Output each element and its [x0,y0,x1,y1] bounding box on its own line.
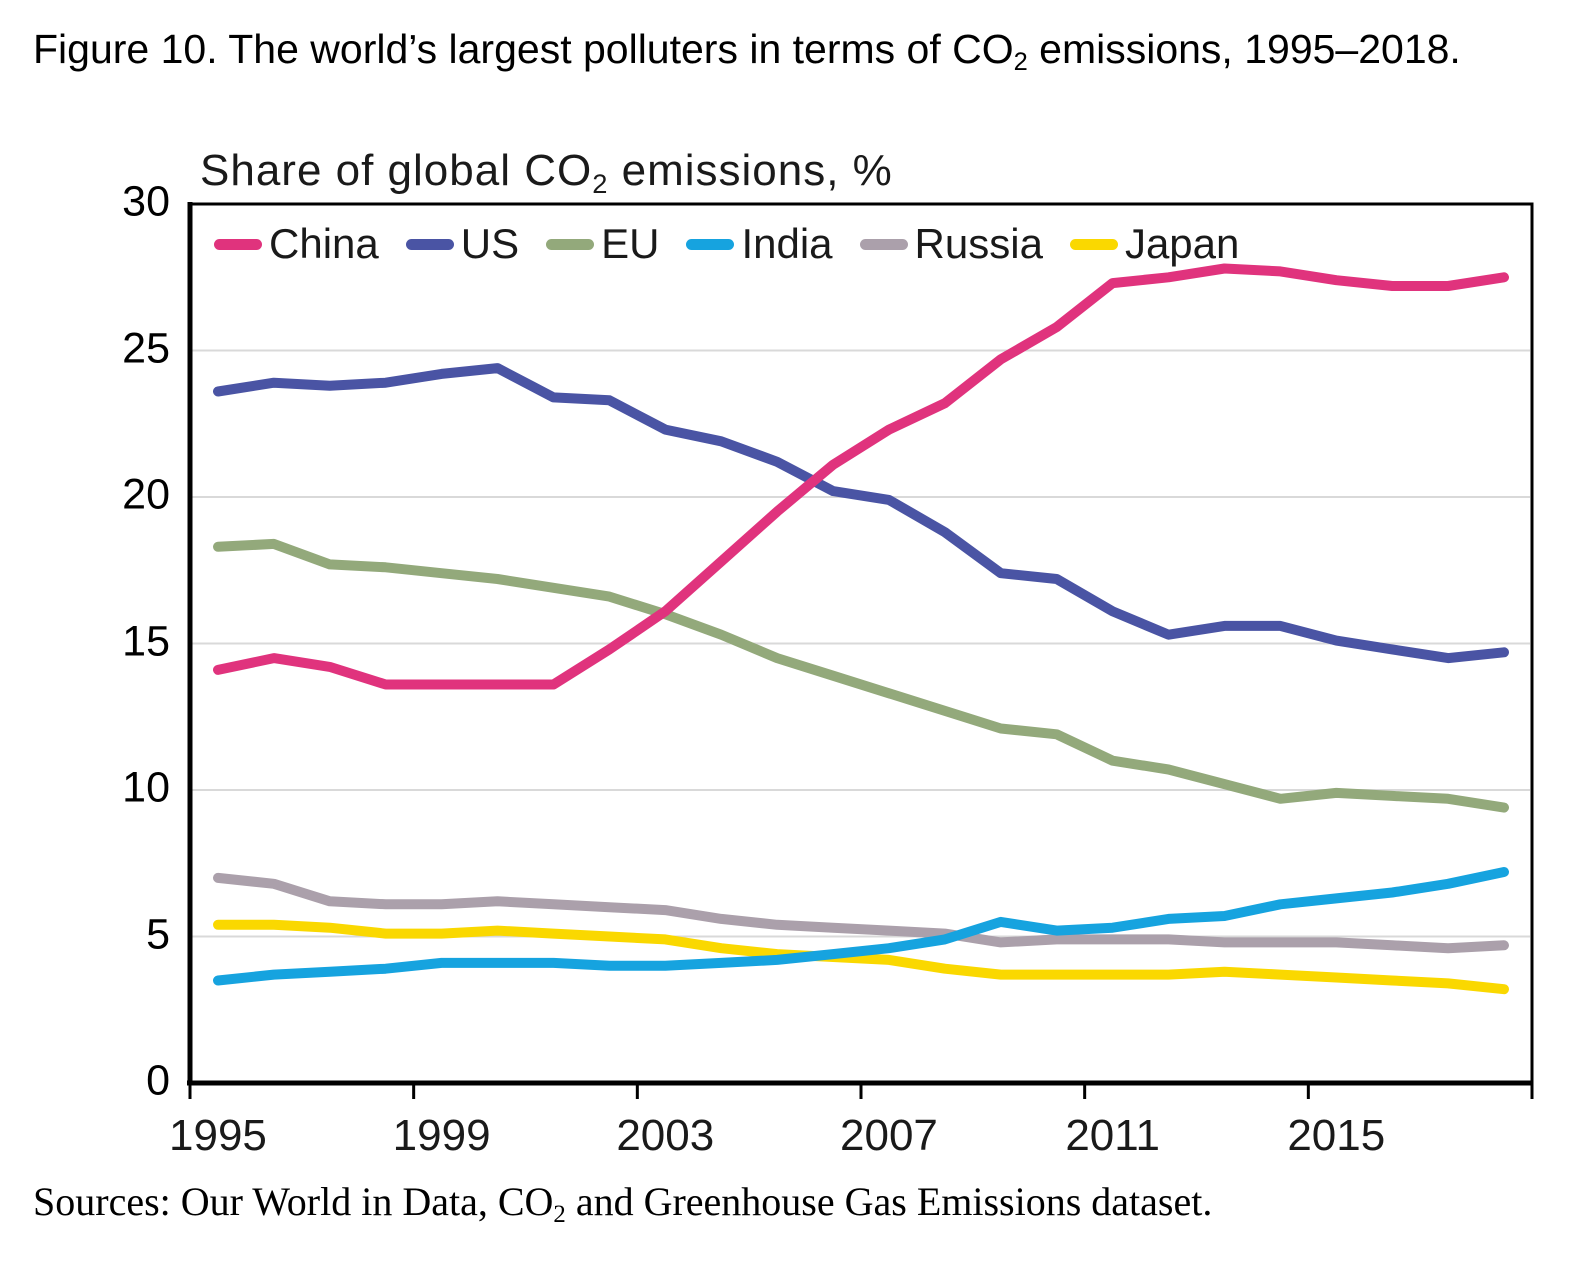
y-tick-label-10: 10 [122,763,170,812]
series-line-russia [213,872,1509,954]
legend-item-china: China [214,220,379,268]
figure-title-suffix: emissions, 1995–2018. [1027,26,1461,72]
figure-title-text: Figure 10. The world’s largest polluters… [33,26,1014,72]
legend-label: India [741,220,833,267]
legend-item-india: India [686,220,833,268]
series-line-china [213,263,1509,690]
china-line-swatch [214,238,262,250]
source-note-suffix: and Greenhouse Gas Emissions dataset. [565,1179,1213,1224]
legend-item-eu: EU [546,220,659,268]
eu-line-swatch [546,238,595,250]
series-line-eu [213,538,1509,813]
x-tick-label-2015: 2015 [1287,1111,1386,1160]
legend-label: EU [601,220,660,267]
co2-subscript: 2 [553,1200,566,1228]
russia-line-swatch [859,238,908,250]
x-tick-label-2007: 2007 [840,1111,938,1160]
chart-legend: China US EU India Russia Japan [214,220,1239,268]
x-tick-label-1995: 1995 [169,1111,267,1160]
y-tick-label-20: 20 [122,470,170,519]
chart-axis-title-text: Share of global CO [200,146,593,195]
x-tick-label-2011: 2011 [1065,1111,1160,1160]
series-line-japan [213,919,1509,995]
y-tick-label-15: 15 [122,617,170,666]
series-line-us [213,363,1509,664]
co2-subscript: 2 [1013,48,1028,77]
india-line-swatch [686,238,735,250]
source-note: Sources: Our World in Data, CO2 and Gree… [33,1178,1213,1228]
source-note-text: Sources: Our World in Data, CO [33,1179,554,1224]
legend-label: US [460,220,520,267]
legend-item-russia: Russia [859,220,1043,268]
chart-axis-title-suffix: emissions, % [608,146,893,195]
legend-item-japan: Japan [1069,220,1240,268]
y-tick-label-25: 25 [122,324,170,373]
y-tick-label-5: 5 [146,910,170,959]
legend-label: Russia [914,220,1043,267]
x-tick-label-2003: 2003 [616,1111,715,1160]
x-tick-label-1999: 1999 [392,1111,491,1160]
y-tick-label-0: 0 [146,1056,170,1105]
series-line-india [213,867,1509,986]
legend-item-us: US [405,220,520,268]
chart-axis-title: Share of global CO2 emissions, % [200,146,893,199]
us-line-swatch [405,238,454,250]
legend-label: China [269,220,379,267]
y-tick-label-30: 30 [122,177,170,226]
figure-title: Figure 10. The world’s largest polluters… [33,26,1461,77]
co2-subscript: 2 [592,167,609,199]
legend-label: Japan [1124,220,1240,267]
japan-line-swatch [1069,238,1118,250]
